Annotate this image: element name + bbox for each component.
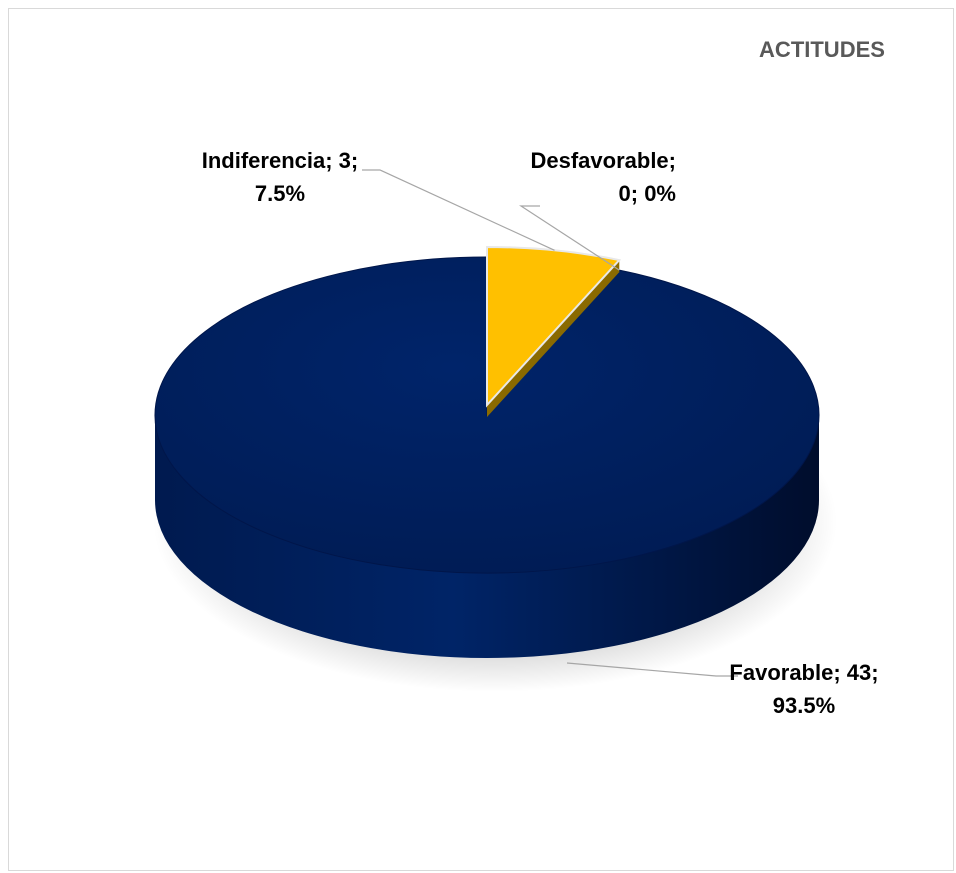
data-label-indiferencia-line2: 7.5% <box>254 181 306 206</box>
data-label-desfavorable: Desfavorable; 0; 0% <box>486 144 676 210</box>
leader-favorable <box>566 662 738 677</box>
data-label-indiferencia: Indiferencia; 3; 7.5% <box>150 144 410 210</box>
leader-indiferencia <box>362 169 555 251</box>
chart-title: ACTITUDES <box>759 37 885 62</box>
data-label-favorable-line2: 93.5% <box>772 693 836 718</box>
data-label-desfavorable-line2: 0; 0% <box>618 181 676 206</box>
data-label-favorable-line1: Favorable; 43; <box>729 660 879 685</box>
slice-indiferencia-side <box>487 260 620 417</box>
slice-indiferencia <box>486 245 622 408</box>
data-label-indiferencia-line1: Indiferencia; 3; <box>201 148 359 173</box>
leader-desfavorable <box>518 205 620 271</box>
slice-favorable <box>154 256 820 574</box>
data-label-desfavorable-line1: Desfavorable; <box>530 148 676 173</box>
data-label-favorable: Favorable; 43; 93.5% <box>704 656 904 722</box>
